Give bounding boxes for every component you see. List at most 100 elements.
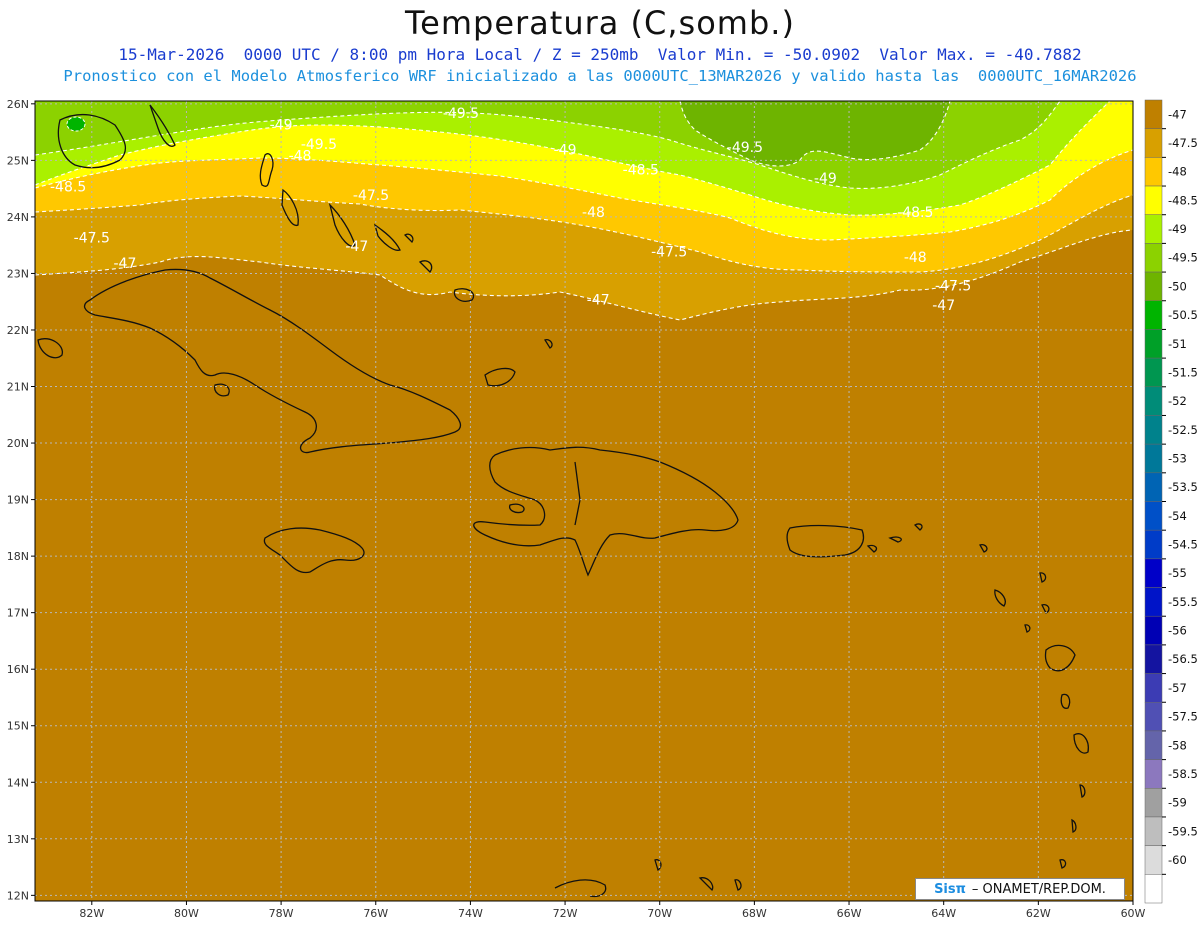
lat-tick-label: 15N (7, 720, 29, 733)
lon-tick-label: 64W (931, 907, 956, 920)
legend-label: -60 (1168, 853, 1187, 867)
lon-tick-label: 66W (837, 907, 862, 920)
legend-swatch (1144, 128, 1163, 158)
plot-frame (34, 100, 1134, 902)
credit-org: – ONAMET/REP.DOM. (971, 881, 1106, 897)
legend-swatch (1144, 357, 1163, 388)
field-band-minus-50 (680, 101, 950, 166)
legend-label: -59 (1168, 796, 1187, 810)
latitude-axis: 26N 25N 24N 23N 22N 21N 20N 19N 18N 17N 16N 15N 14N 1… (7, 98, 35, 902)
legend-swatch (1144, 730, 1163, 760)
map-subtitle-model-info: Pronostico con el Modelo Atmosferico WRF… (63, 67, 1137, 85)
legend-swatch (1144, 615, 1163, 646)
lon-tick-label: 70W (647, 907, 672, 920)
lat-tick-label: 24N (7, 211, 29, 224)
lat-tick-label: 26N (7, 98, 29, 111)
legend-label: -50 (1168, 279, 1187, 293)
legend-swatch (1144, 185, 1163, 215)
legend-label: -58 (1168, 738, 1187, 752)
contour-label: -47.5 (651, 244, 687, 260)
lon-tick-label: 82W (79, 907, 104, 920)
legend-swatch (1144, 845, 1163, 875)
legend-label: -56.5 (1168, 652, 1198, 666)
legend-swatch (1144, 587, 1163, 617)
contour-label: -48 (582, 205, 605, 221)
contour-label: -47 (587, 293, 610, 309)
field-blob-minus-50-5 (66, 116, 86, 132)
lon-tick-label: 62W (1026, 907, 1051, 920)
lat-tick-label: 25N (7, 154, 29, 167)
lat-tick-label: 21N (7, 381, 29, 394)
contour-label: -48 (289, 148, 312, 164)
legend-label: -49.5 (1168, 251, 1198, 265)
legend-swatch (1144, 816, 1163, 846)
legend-swatch (1144, 788, 1163, 818)
lat-tick-label: 17N (7, 607, 29, 620)
legend-swatch (1144, 443, 1163, 474)
lat-tick-label: 23N (7, 267, 29, 280)
lon-tick-label: 72W (553, 907, 578, 920)
lat-tick-label: 20N (7, 437, 29, 450)
legend-swatch (1144, 271, 1163, 302)
legend-label: -54 (1168, 509, 1187, 523)
coastline-puerto-rico (786, 524, 865, 558)
contour-label: -49.5 (727, 140, 763, 156)
legend-swatch (1144, 99, 1163, 129)
credit-box: Sisπ – ONAMET/REP.DOM. (915, 878, 1125, 900)
legend-swatch (1144, 214, 1163, 244)
legend-label: -53 (1168, 451, 1187, 465)
legend-swatch (1144, 702, 1163, 732)
coastline-bahamas (259, 153, 274, 187)
lat-tick-label: 19N (7, 494, 29, 507)
legend-swatch (1144, 472, 1163, 502)
legend-swatch (1144, 415, 1163, 445)
legend-swatch (1144, 558, 1163, 588)
color-legend: -47 -47.5 -48 -48.5 -49 -49.5 -50 -50.5 -51 -51.5… (1144, 99, 1198, 904)
legend-label: -48.5 (1168, 193, 1198, 207)
legend-label: -59.5 (1168, 824, 1198, 838)
lon-tick-label: 76W (363, 907, 388, 920)
lat-tick-label: 14N (7, 776, 29, 789)
legend-swatch (1144, 243, 1163, 273)
contour-label: -47.5 (353, 188, 389, 204)
contour-label: -49.5 (301, 137, 337, 153)
contour-label: -47.5 (74, 230, 110, 246)
coastline-jamaica (263, 527, 365, 574)
contour-label: -48.5 (623, 162, 659, 178)
contour-label: -47 (113, 256, 136, 272)
legend-label: -47.5 (1168, 136, 1198, 150)
legend-swatch (1144, 329, 1163, 359)
contour-label: -48 (904, 250, 927, 266)
legend-swatch (1144, 157, 1163, 187)
lon-tick-label: 74W (458, 907, 483, 920)
legend-label: -55.5 (1168, 595, 1198, 609)
lon-tick-label: 78W (269, 907, 294, 920)
map-title: Temperatura (C,somb.) (405, 4, 795, 42)
legend-label: -52 (1168, 394, 1187, 408)
map-subtitle-valid-time: 15-Mar-2026 0000 UTC / 8:00 pm Hora Loca… (118, 45, 1082, 64)
legend-swatch (1144, 501, 1163, 531)
legend-swatch (1144, 673, 1163, 703)
legend-label: -53.5 (1168, 480, 1198, 494)
legend-label: -58.5 (1168, 767, 1198, 781)
contour-label: -48.5 (50, 179, 86, 195)
legend-label: -49 (1168, 222, 1187, 236)
legend-swatch (1144, 644, 1163, 674)
legend-label: -50.5 (1168, 308, 1198, 322)
lon-tick-label: 60W (1121, 907, 1146, 920)
lon-tick-label: 68W (742, 907, 767, 920)
legend-swatch (1144, 874, 1163, 904)
contour-label: -49 (554, 143, 577, 159)
legend-label: -55 (1168, 566, 1187, 580)
legend-label: -54.5 (1168, 538, 1198, 552)
legend-label: -57 (1168, 681, 1187, 695)
contour-label: -49.5 (443, 106, 479, 122)
lat-tick-label: 13N (7, 833, 29, 846)
contour-label: -47 (932, 298, 955, 314)
lat-tick-label: 12N (7, 889, 29, 902)
legend-label: -51.5 (1168, 365, 1198, 379)
contour-label-layer: -49.5-49-49.5-48 -49 -49.5-48.5-49-48.5-47… (50, 106, 971, 314)
legend-label: -47 (1168, 107, 1187, 121)
longitude-axis: 82W 80W 78W 76W 74W 72W 70W 68W 66W 64W 62W 60W (79, 901, 1146, 920)
